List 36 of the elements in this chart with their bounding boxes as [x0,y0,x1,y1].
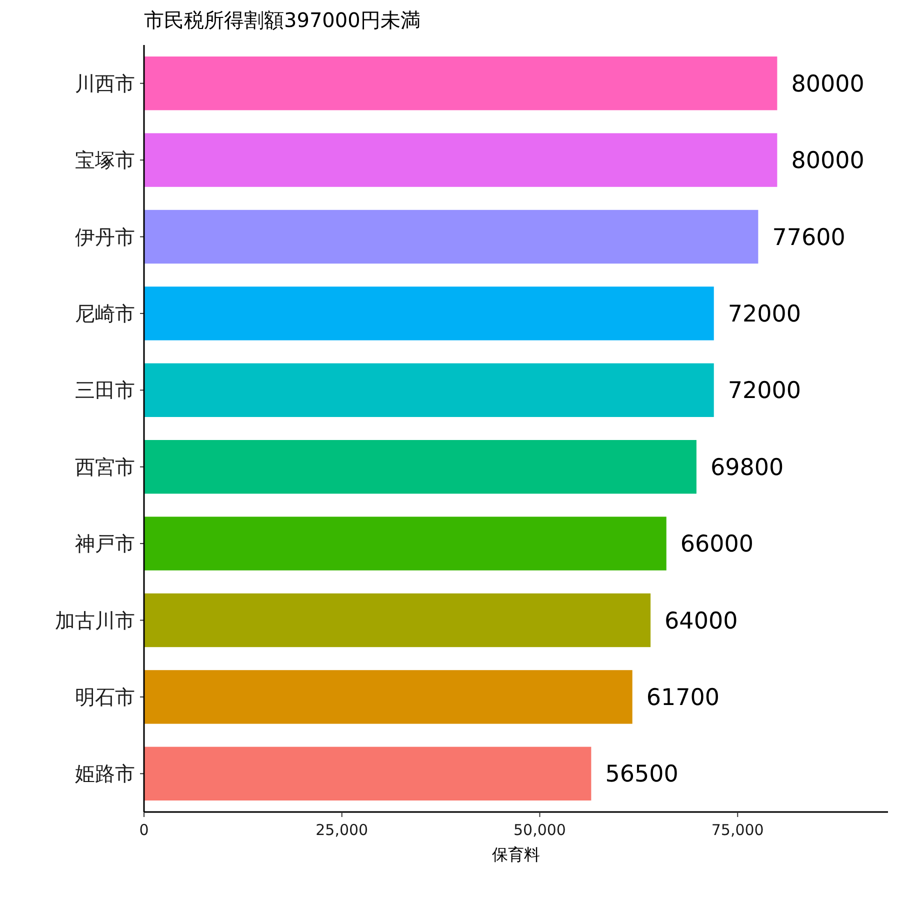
bar [144,746,592,800]
data-label: 61700 [646,684,720,711]
y-tick-label: 加古川市 [55,608,135,632]
y-tick-label: 三田市 [75,378,135,402]
x-axis-title: 保育料 [492,845,540,864]
data-label: 80000 [791,148,864,174]
data-label: 72000 [728,378,802,404]
chart-title: 市民税所得割額397000円未満 [144,8,420,32]
bar [144,56,778,110]
y-tick-label: 姫路市 [75,762,135,786]
x-tick-label: 75,000 [711,821,764,839]
bar [144,670,632,724]
y-tick-label: 宝塚市 [75,148,135,172]
data-label: 80000 [791,71,864,98]
y-tick-label: 川西市 [75,71,135,96]
bar [144,286,714,340]
data-label: 72000 [728,301,802,328]
data-label: 56500 [605,762,678,788]
bar [144,516,666,570]
y-tick-label: 伊丹市 [75,224,135,249]
bar [144,363,714,417]
bar [144,210,758,264]
data-label: 66000 [680,532,754,558]
bar [144,440,696,494]
data-label: 69800 [710,454,784,481]
y-tick-label: 神戸市 [75,532,135,556]
y-tick-label: 尼崎市 [75,301,135,326]
data-label: 64000 [664,608,738,634]
x-tick-label: 0 [139,821,149,839]
y-tick-label: 西宮市 [75,454,135,479]
bar [144,133,778,187]
bar [144,593,651,648]
x-tick-label: 50,000 [513,821,566,839]
x-tick-label: 25,000 [316,821,368,839]
data-label: 77600 [772,224,846,251]
y-tick-label: 明石市 [75,684,135,709]
